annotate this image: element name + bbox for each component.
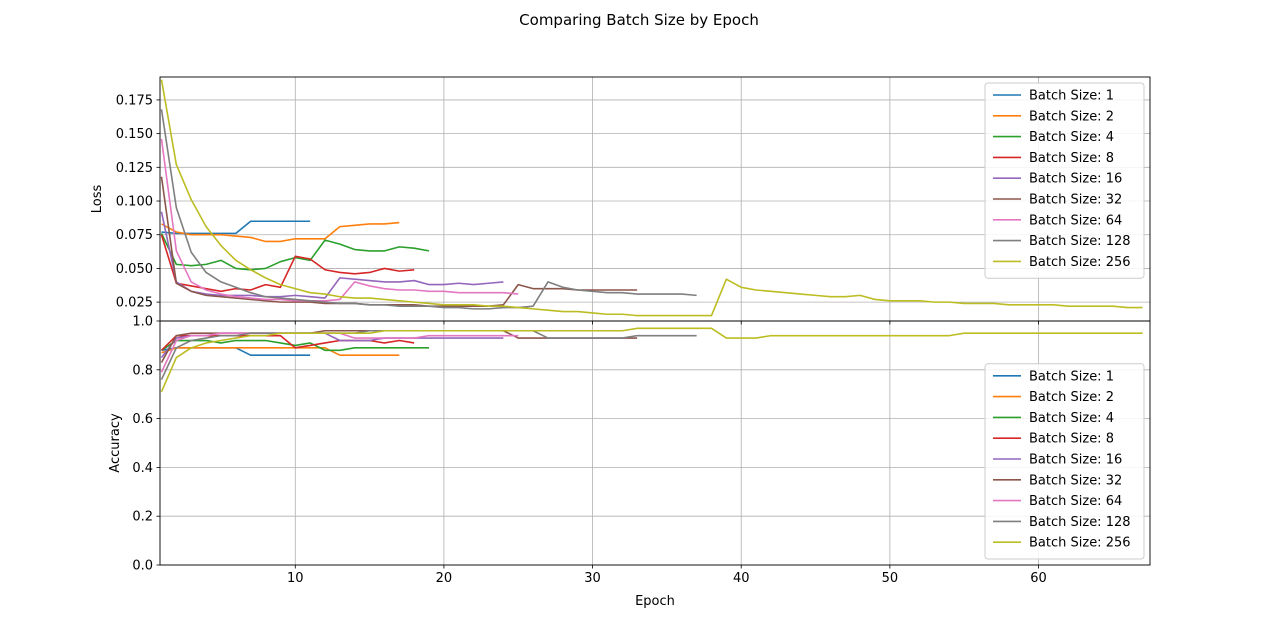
y-axis-label: Loss (90, 185, 105, 214)
legend-layer: Batch Size: 1 Batch Size: 2 Batch Size: 4 B… (984, 82, 1145, 560)
legend-label: Batch Size: 1 (1029, 89, 1114, 104)
axes-frame-layer (159, 76, 1151, 566)
y-tick-label: 0.6 (132, 412, 153, 427)
y-tick-label: 0.100 (116, 195, 153, 210)
legend-label: Batch Size: 64 (1029, 494, 1122, 509)
y-axis-label: Accuracy (108, 413, 123, 473)
legend-label: Batch Size: 256 (1029, 536, 1131, 551)
y-tick-label: 0.2 (132, 510, 153, 525)
legend-label: Batch Size: 16 (1029, 453, 1122, 468)
series-line (161, 221, 400, 243)
legend-label: Batch Size: 1 (1029, 369, 1114, 384)
series-line (160, 138, 519, 302)
series-line (161, 339, 430, 352)
y-tick-label: 0.150 (116, 127, 153, 142)
panel-loss-series (160, 79, 1143, 317)
axes-frame (159, 320, 1151, 566)
y-tick-label: 0.025 (116, 296, 153, 311)
series-line (161, 347, 311, 356)
legend-label: Batch Size: 32 (1029, 193, 1122, 208)
legend-label: Batch Size: 2 (1029, 109, 1114, 124)
y-tick-label: 0.4 (132, 461, 153, 476)
ticks-layer: 0.0250.0500.0750.1000.1250.1500.175Loss1… (90, 93, 1047, 586)
series-line (160, 176, 638, 307)
x-tick-label: 60 (1030, 571, 1047, 586)
legend-label: Batch Size: 4 (1029, 130, 1114, 145)
x-tick-label: 20 (436, 571, 453, 586)
legend-box (984, 363, 1145, 560)
legend: Batch Size: 1 Batch Size: 2 Batch Size: 4 B… (984, 82, 1145, 279)
legend-label: Batch Size: 4 (1029, 411, 1114, 426)
legend-label: Batch Size: 8 (1029, 151, 1114, 166)
y-tick-label: 0.050 (116, 262, 153, 277)
legend-label: Batch Size: 32 (1029, 473, 1122, 488)
legend-box (984, 82, 1145, 279)
x-tick-label: 40 (733, 571, 750, 586)
x-tick-label: 50 (882, 571, 899, 586)
series-line (161, 347, 400, 356)
x-tick-label: 10 (287, 571, 304, 586)
legend-label: Batch Size: 16 (1029, 172, 1122, 187)
panel-accuracy-series (160, 327, 1143, 393)
legend-label: Batch Size: 8 (1029, 432, 1114, 447)
chart-title: Comparing Batch Size by Epoch (519, 11, 759, 29)
series-line (160, 327, 1143, 393)
x-tick-label: 30 (584, 571, 601, 586)
y-tick-label: 0.8 (132, 363, 153, 378)
x-axis-label: Epoch (635, 594, 675, 609)
y-tick-label: 0.125 (116, 161, 153, 176)
legend: Batch Size: 1 Batch Size: 2 Batch Size: 4 B… (984, 363, 1145, 560)
legend-label: Batch Size: 2 (1029, 390, 1114, 405)
legend-label: Batch Size: 256 (1029, 255, 1131, 270)
legend-label: Batch Size: 64 (1029, 213, 1122, 228)
series-line (160, 109, 697, 310)
legend-label: Batch Size: 128 (1029, 515, 1131, 530)
y-tick-label: 0.075 (116, 228, 153, 243)
y-tick-label: 1.0 (132, 315, 153, 330)
series-line (160, 332, 519, 373)
series-line (160, 211, 504, 299)
legend-label: Batch Size: 128 (1029, 234, 1131, 249)
series-line (160, 79, 1143, 317)
y-tick-label: 0.175 (116, 93, 153, 108)
y-tick-label: 0.0 (132, 559, 153, 574)
series-layer (160, 79, 1143, 393)
